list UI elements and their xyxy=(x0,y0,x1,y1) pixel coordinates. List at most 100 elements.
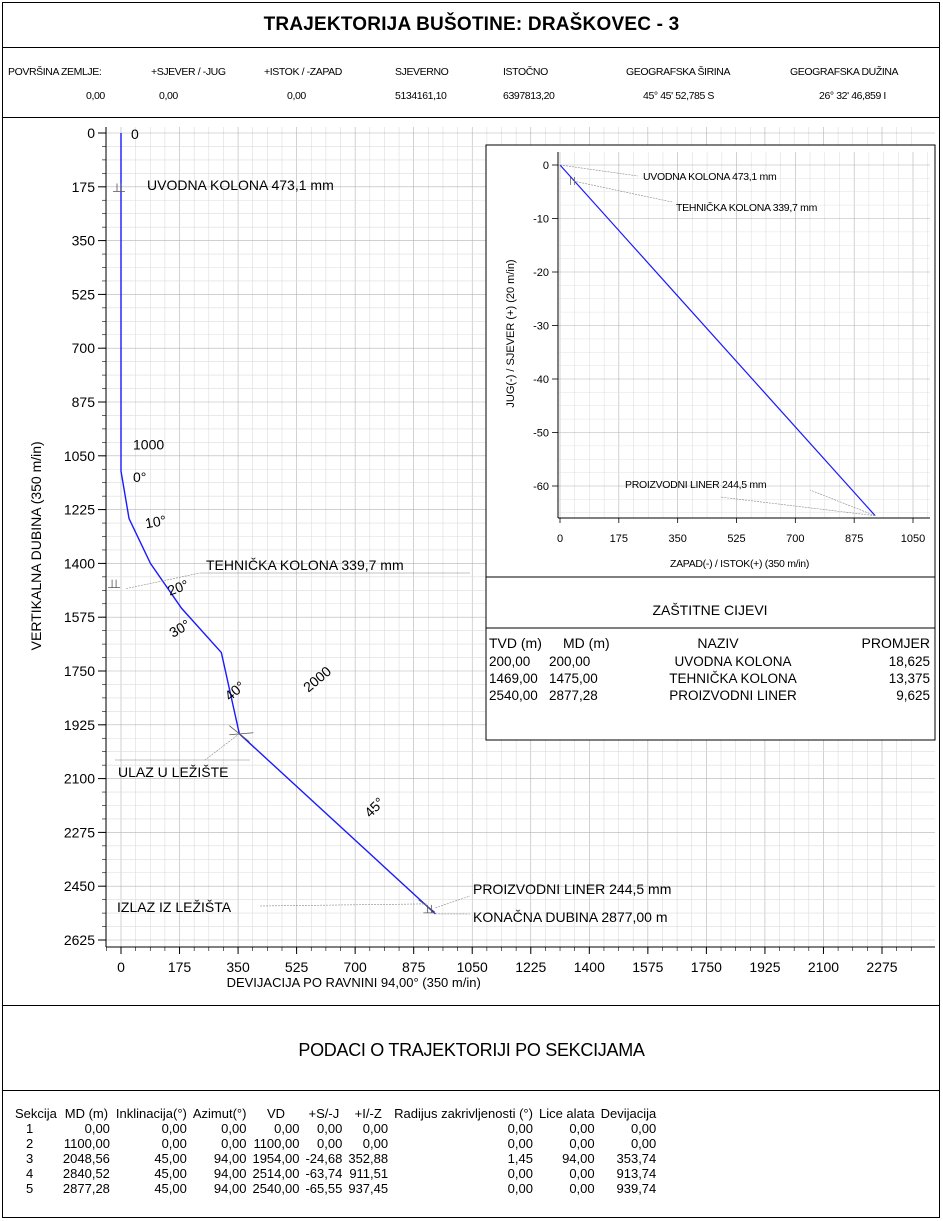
inclination-label: 10° xyxy=(144,512,168,531)
casing-col-header: PROMJER xyxy=(862,635,930,651)
table-cell: 0,00 xyxy=(507,1166,533,1181)
header-label-longitude: GEOGRAFSKA DUŽINA xyxy=(790,66,899,78)
x-axis-title: DEVIJACIJA PO RAVNINI 94,00° (350 m/in) xyxy=(227,975,481,990)
casing-col-header: TVD (m) xyxy=(489,635,542,651)
inset-x-tick-label: 0 xyxy=(557,533,563,545)
inset-chart-labels: UVODNA KOLONA 473,1 mm TEHNIČKA KOLONA 33… xyxy=(559,164,876,516)
casing-col-header: MD (m) xyxy=(563,635,610,651)
header-label-east-west: +ISTOK / -ZAPAD xyxy=(264,66,342,78)
x-tick-label: 1050 xyxy=(457,959,488,975)
inset-y-tick-label: -50 xyxy=(533,428,549,440)
table-cell: 1100,00 xyxy=(63,1136,110,1151)
table-cell: 0,00 xyxy=(507,1181,533,1196)
table-cell: 45,00 xyxy=(154,1166,187,1181)
table-cell: 0,00 xyxy=(569,1181,595,1196)
table-cell: 94,00 xyxy=(213,1151,247,1166)
casing-cell-md: 2877,28 xyxy=(549,688,598,703)
table-cell: 2 xyxy=(26,1136,34,1151)
casing-cell-name: UVODNA KOLONA xyxy=(674,654,791,669)
sections-body: 1 0,00 0,00 0,00 0,00 0,00 0,00 0,00 0,00 0,00 2 11… xyxy=(12,1121,659,1196)
inset-x-tick-label: 1050 xyxy=(901,533,925,545)
header-divider xyxy=(2,117,940,118)
inset-x-title: ZAPAD(-) / ISTOK(+) (350 m/in) xyxy=(670,558,809,570)
table-cell: 0,00 xyxy=(221,1121,247,1136)
table-cell: 0,00 xyxy=(362,1121,389,1136)
casing-cell-name: TEHNIČKA KOLONA xyxy=(669,671,797,686)
inset-background xyxy=(485,144,936,741)
reservoir-exit-mark xyxy=(418,899,435,913)
inset-y-tick-label: -10 xyxy=(533,214,549,226)
inclination-label: 30° xyxy=(166,616,192,640)
y-tick-label: 1925 xyxy=(64,717,95,733)
table-cell: 0,00 xyxy=(507,1121,533,1136)
inset-y-tick-label: -20 xyxy=(533,267,549,279)
md-label-1000: 1000 xyxy=(133,436,164,452)
reservoir-entry-mark2 xyxy=(229,732,254,736)
x-tick-label: 175 xyxy=(168,959,192,975)
inset-leader-liner2 xyxy=(719,496,876,516)
y-tick-label: 175 xyxy=(72,179,96,195)
y-tick-label: 350 xyxy=(72,233,96,249)
inset-x-tick-label: 700 xyxy=(786,533,804,545)
table-cell: 911,51 xyxy=(349,1166,389,1181)
casing-cell-tvd: 1469,00 xyxy=(489,671,538,686)
table-cell: 2877,28 xyxy=(62,1181,110,1196)
table-cell: 45,00 xyxy=(154,1181,187,1196)
annotation-ulaz: ULAZ U LEŽIŠTE xyxy=(118,764,228,780)
header-label-latitude: GEOGRAFSKA ŠIRINA xyxy=(626,66,731,78)
casing-col-header: NAZIV xyxy=(697,635,739,651)
y-tick-label: 525 xyxy=(72,286,96,302)
table-cell: -63,74 xyxy=(305,1166,343,1181)
table-cell: -24,68 xyxy=(305,1151,343,1166)
table-cell: 1954,00 xyxy=(252,1151,300,1166)
table-cell: 5 xyxy=(26,1181,34,1196)
casing-cell-md: 200,00 xyxy=(549,654,590,669)
inset-leader-tehnicka xyxy=(573,180,673,203)
x-tick-label: 875 xyxy=(402,959,426,975)
table-cell: 0,00 xyxy=(317,1121,343,1136)
inset-chart-grid xyxy=(558,152,930,518)
y-tick-label: 875 xyxy=(72,394,96,410)
inset-leader-liner xyxy=(809,489,876,516)
leader-izlaz xyxy=(259,903,427,907)
y-tick-label: 1050 xyxy=(64,448,95,464)
inset-x-tick-label: 175 xyxy=(610,533,628,545)
inset-y-tick-label: -30 xyxy=(533,321,549,333)
md-label-0: 0 xyxy=(131,126,139,142)
sections-col-header: Inklinacija(°) xyxy=(115,1106,187,1121)
trajectory-charts: 0175350525700875105012251400157517501925… xyxy=(28,125,936,990)
table-row: 1 0,00 0,00 0,00 0,00 0,00 0,00 0,00 0,00 0,00 xyxy=(12,1121,659,1136)
inset-frame xyxy=(485,144,936,741)
inset-y-title: JUG(-) / SJEVER (+) (20 m/in) xyxy=(505,259,517,407)
inclination-label: 40° xyxy=(221,678,248,704)
header-value-easting: 6397813,20 xyxy=(503,90,555,102)
casing-marker-tehnicka xyxy=(108,579,121,589)
annotation-liner: PROIZVODNI LINER 244,5 mm xyxy=(473,881,671,897)
y-tick-label: 2100 xyxy=(64,771,95,787)
inset-leader-uvodna xyxy=(559,164,639,177)
table-cell: 2048,56 xyxy=(62,1151,110,1166)
table-cell: 0,00 xyxy=(569,1136,595,1151)
table-cell: 0,00 xyxy=(161,1121,187,1136)
sections-col-header: Lice alata xyxy=(538,1106,595,1121)
casing-marker-uvodna xyxy=(113,183,125,192)
inset-chart-series xyxy=(559,164,876,517)
table-cell: 939,74 xyxy=(616,1181,657,1196)
md-label-2000: 2000 xyxy=(300,663,334,695)
casing-cell-diameter: 9,625 xyxy=(896,688,930,703)
header-value-surface: 0,00 xyxy=(86,90,105,102)
inset-annotation-liner: PROIZVODNI LINER 244,5 mm xyxy=(625,479,767,491)
sections-col-header: +I/-Z xyxy=(354,1106,382,1121)
casing-cell-diameter: 18,625 xyxy=(889,654,930,669)
x-tick-label: 525 xyxy=(285,959,309,975)
x-tick-label: 2275 xyxy=(866,959,897,975)
inset-x-tick-label: 525 xyxy=(727,533,745,545)
table-cell: 45,00 xyxy=(154,1151,187,1166)
inclination-label: 45° xyxy=(361,794,387,820)
header-value-longitude: 26° 32' 46,859 I xyxy=(819,90,886,102)
y-tick-label: 1400 xyxy=(64,555,95,571)
x-tick-label: 2100 xyxy=(808,959,839,975)
sections-header-row: Sekcija MD (m) Inklinacija(°) Azimut(°) VD +S… xyxy=(12,1106,659,1121)
table-cell: 0,00 xyxy=(569,1121,595,1136)
title-divider xyxy=(2,47,940,48)
